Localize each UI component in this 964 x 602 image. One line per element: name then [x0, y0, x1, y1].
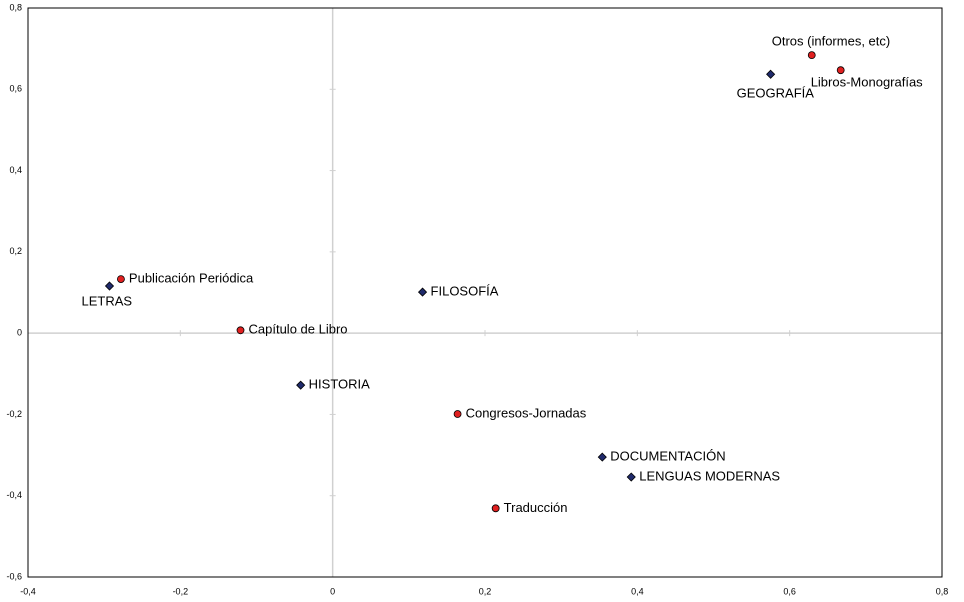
y-tick-label: 0,6 [9, 84, 22, 94]
point-label: Congresos-Jornadas [466, 405, 587, 420]
point-label: Capítulo de Libro [249, 322, 348, 337]
point [766, 69, 776, 79]
point [296, 380, 306, 390]
point [491, 504, 500, 513]
point [117, 275, 125, 283]
x-tick-label: 0,6 [783, 586, 796, 596]
x-tick-label: -0,2 [173, 586, 189, 596]
point-label: FILOSOFÍA [431, 284, 499, 299]
point [626, 472, 636, 482]
point-label: GEOGRAFÍA [737, 86, 815, 101]
point-label: Traducción [504, 500, 568, 515]
y-tick-label: -0,4 [6, 490, 22, 500]
point [104, 281, 115, 291]
point-label: Publicación Periódica [129, 271, 254, 286]
x-tick-label: 0,8 [936, 586, 949, 596]
point [836, 66, 845, 75]
y-tick-label: 0 [17, 328, 22, 338]
point-label: LETRAS [81, 293, 132, 308]
plot-frame [27, 7, 943, 578]
point [807, 51, 816, 60]
point [236, 326, 245, 335]
point-label: DOCUMENTACIÓN [610, 449, 725, 464]
y-tick-label: 0,4 [9, 165, 22, 175]
point-label: LENGUAS MODERNAS [639, 468, 780, 483]
x-tick-label: 0 [330, 586, 335, 596]
point-label: Libros-Monografías [811, 75, 923, 90]
point [417, 287, 428, 297]
y-tick-label: 0,8 [9, 2, 22, 12]
x-tick-label: -0,4 [20, 586, 36, 596]
point-label: Otros (informes, etc) [772, 34, 890, 49]
point-label: HISTORIA [309, 377, 370, 392]
point [453, 410, 462, 418]
point [597, 452, 607, 462]
y-tick-label: 0,2 [9, 246, 22, 256]
y-tick-label: -0,6 [6, 571, 22, 581]
x-tick-label: 0,4 [631, 586, 644, 596]
x-tick-label: 0,2 [479, 586, 492, 596]
y-tick-label: -0,2 [6, 409, 22, 419]
